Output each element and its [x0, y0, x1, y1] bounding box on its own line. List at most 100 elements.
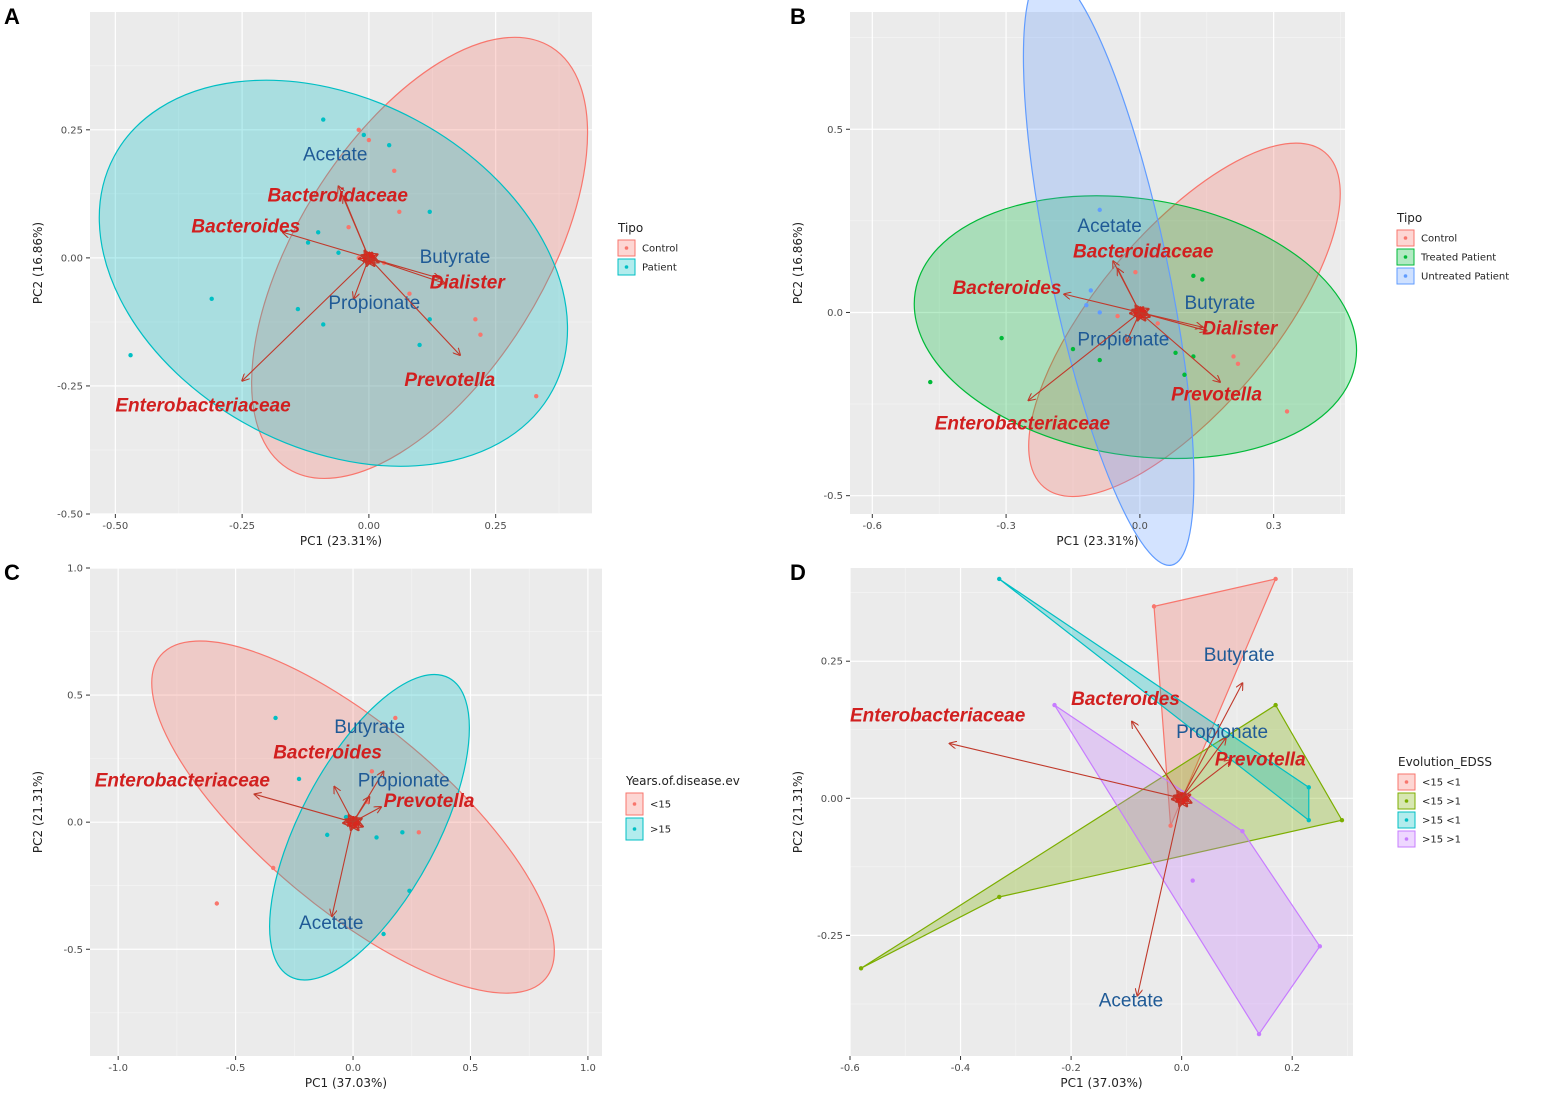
data-point	[1151, 604, 1157, 609]
group-shapes	[860, 578, 1343, 1036]
loading-arrow	[1064, 294, 1140, 314]
data-point	[1097, 310, 1102, 315]
data-point	[427, 209, 432, 214]
legend-label: Treated Patient	[1420, 253, 1496, 264]
y-tick-label: 0.0	[827, 308, 843, 319]
plot-background	[850, 12, 1345, 514]
loading-label: Bacteroidaceae	[1073, 242, 1214, 263]
x-tick-label: -0.6	[863, 521, 883, 532]
data-point	[366, 137, 372, 143]
loading-label: Prevotella	[1171, 384, 1262, 405]
loading-arrow	[352, 797, 369, 823]
loading-label: Prevotella	[1215, 749, 1306, 770]
loading-arrows: ButyrateBacteroidesPropionatePrevotellaE…	[850, 645, 1306, 1011]
data-point	[361, 132, 367, 138]
x-tick-label: 0.0	[345, 1063, 361, 1074]
x-tick-label: -0.50	[102, 521, 128, 532]
legend-key-point	[632, 827, 637, 831]
loading-arrow	[368, 257, 460, 355]
loading-arrow	[283, 232, 370, 259]
loading-arrow	[332, 822, 354, 916]
legend: Evolution_EDSS <15 <1 <15 >1 >15 <1 >15 >1	[1397, 755, 1492, 848]
data-point	[1124, 247, 1129, 253]
loading-arrow	[1181, 760, 1232, 799]
legend-label: Control	[642, 244, 678, 255]
legend-label: Patient	[642, 263, 677, 274]
x-tick-label: -0.3	[996, 521, 1016, 532]
data-point	[321, 322, 326, 327]
legend-key-point	[624, 265, 629, 269]
confidence-ellipse-0	[251, 36, 589, 480]
loading-label: Butyrate	[420, 247, 491, 268]
data-point	[1306, 785, 1311, 790]
data-point	[374, 835, 379, 840]
data-point	[1317, 944, 1323, 949]
axes: -1.0 -0.5 0.0 0.5 1.0 -0.5 0.0 0.5 1.0 PC1 (37.03…	[31, 564, 596, 1091]
data-point	[1084, 302, 1089, 308]
data-point	[336, 250, 341, 255]
x-axis-title: PC1 (37.03%)	[305, 1076, 387, 1090]
data-point	[1339, 818, 1345, 823]
data-point	[999, 335, 1004, 341]
data-point	[1231, 354, 1236, 359]
data-point	[1097, 357, 1102, 363]
loading-arrow	[368, 257, 445, 284]
y-tick-label: 0.5	[67, 691, 83, 702]
loading-arrows: ButyrateBacteroidesPropionatePrevotellaE…	[95, 717, 475, 934]
y-tick-label: -0.5	[823, 491, 843, 502]
data-point	[1235, 361, 1241, 366]
x-axis-title: PC1 (23.31%)	[300, 534, 382, 548]
loading-label: Acetate	[1077, 216, 1141, 237]
legend-label: Control	[1421, 234, 1457, 245]
data-point	[392, 168, 397, 173]
convex-hull-0	[1153, 578, 1277, 826]
legend-key-point	[632, 802, 637, 806]
panel-letter-a: A	[4, 4, 20, 29]
data-point	[1052, 702, 1057, 708]
loading-arrow	[1028, 312, 1141, 400]
axes: -0.6 -0.4 -0.2 0.0 0.2 -0.25 0.00 0.25 PC1 (37.0…	[791, 657, 1300, 1090]
legend-title: Tipo	[617, 221, 643, 235]
data-point	[858, 966, 864, 971]
data-point	[270, 865, 276, 871]
data-point	[1115, 313, 1120, 319]
loading-label: Bacteroides	[953, 278, 1062, 299]
x-tick-label: -0.2	[1061, 1063, 1081, 1074]
x-tick-label: 0.25	[485, 521, 507, 532]
loading-arrow	[1181, 683, 1243, 799]
loading-label: Butyrate	[1204, 645, 1275, 666]
data-point	[321, 117, 326, 122]
legend-key-point	[1404, 837, 1409, 841]
legend-label: <15 <1	[1422, 778, 1461, 789]
x-axis-title: PC1 (37.03%)	[1060, 1076, 1142, 1090]
plot-background	[90, 568, 602, 1056]
loading-arrow	[344, 196, 370, 259]
data-point	[1133, 269, 1138, 275]
legend-key-point	[1404, 818, 1409, 822]
x-tick-label: -0.25	[229, 521, 255, 532]
data-point	[1070, 346, 1076, 352]
x-tick-label: 0.5	[463, 1063, 479, 1074]
panel-d: Butyrate Bacteroides Propionate Prevotella E…	[791, 568, 1492, 1090]
legend-key-point	[1404, 780, 1409, 784]
group-shapes	[913, 0, 1358, 566]
loading-arrow	[949, 743, 1182, 799]
panel-letter-c: C	[4, 560, 20, 585]
loading-arrows: Acetate Bacteroidaceae Bacteroides Butyrate…	[935, 216, 1279, 435]
data-point	[305, 240, 311, 245]
x-tick-label: 0.3	[1266, 521, 1282, 532]
data-point	[416, 830, 422, 835]
y-tick-label: 1.0	[67, 564, 83, 575]
plot-background	[90, 12, 592, 514]
y-axis-title: PC2 (21.31%)	[791, 771, 805, 853]
legend-title: Tipo	[1396, 211, 1422, 225]
data-point	[209, 296, 214, 302]
x-tick-label: 1.0	[580, 1063, 596, 1074]
panel-b: Acetate Bacteroidaceae Bacteroides Butyrate…	[791, 0, 1509, 566]
legend: Years.of.disease.ev <15 >15	[625, 774, 740, 841]
data-point	[1273, 702, 1278, 708]
data-point	[1240, 828, 1245, 834]
loading-label: Bacteroides	[191, 216, 300, 237]
